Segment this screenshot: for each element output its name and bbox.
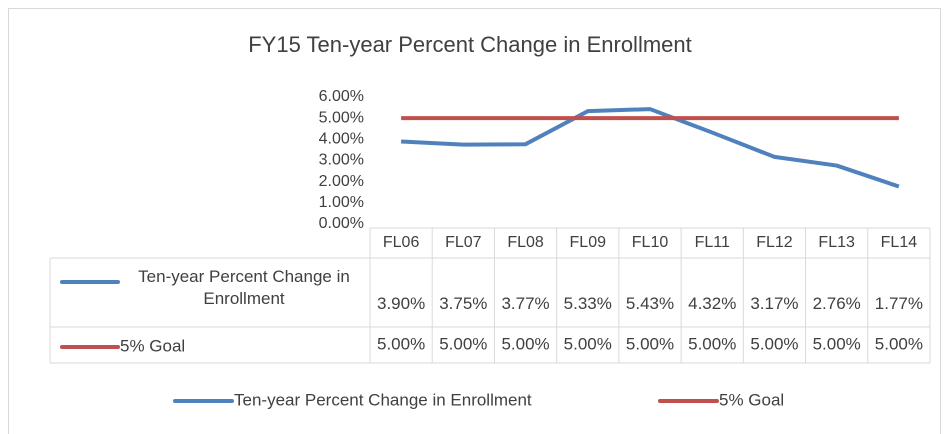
x-tick-label: FL10: [632, 234, 669, 251]
y-tick-label: 2.00%: [319, 173, 364, 190]
table-value: 5.00%: [564, 334, 612, 353]
x-tick-label: FL14: [881, 234, 918, 251]
table-value: 5.33%: [564, 294, 612, 313]
table-value: 3.75%: [439, 294, 487, 313]
x-tick-label: FL08: [507, 234, 544, 251]
legend-label: 5% Goal: [719, 390, 784, 409]
table-value: 3.77%: [501, 294, 549, 313]
table-value: 5.43%: [626, 294, 674, 313]
series-line: [401, 107, 900, 189]
table-value: 5.00%: [501, 334, 549, 353]
y-tick-label: 6.00%: [319, 88, 364, 105]
y-tick-label: 5.00%: [319, 109, 364, 126]
table-value: 3.90%: [377, 294, 425, 313]
chart-border: [8, 8, 941, 434]
table-value: 5.00%: [377, 334, 425, 353]
table-value: 5.00%: [875, 334, 923, 353]
table-value: 5.00%: [813, 334, 861, 353]
table-value: 5.00%: [688, 334, 736, 353]
table-series-name: 5% Goal: [120, 336, 185, 355]
x-tick-label: FL12: [756, 234, 793, 251]
x-tick-label: FL09: [570, 234, 607, 251]
x-tick-label: FL13: [818, 234, 855, 251]
y-tick-label: 0.00%: [319, 215, 364, 232]
table-value: 4.32%: [688, 294, 736, 313]
legend-label: Ten-year Percent Change in Enrollment: [234, 390, 532, 409]
table-value: 5.00%: [626, 334, 674, 353]
y-tick-label: 1.00%: [319, 194, 364, 211]
x-tick-label: FL11: [695, 234, 730, 251]
table-value: 5.00%: [439, 334, 487, 353]
chart-title: FY15 Ten-year Percent Change in Enrollme…: [248, 32, 692, 57]
y-tick-label: 3.00%: [319, 152, 364, 169]
x-tick-label: FL06: [383, 234, 420, 251]
table-value: 3.17%: [750, 294, 798, 313]
table-value: 5.00%: [750, 334, 798, 353]
table-series-name: Ten-year Percent Change in Enrollment: [138, 267, 350, 308]
x-tick-label: FL07: [445, 234, 482, 251]
table-value: 2.76%: [813, 294, 861, 313]
y-tick-label: 4.00%: [319, 131, 364, 148]
table-value: 1.77%: [875, 294, 923, 313]
